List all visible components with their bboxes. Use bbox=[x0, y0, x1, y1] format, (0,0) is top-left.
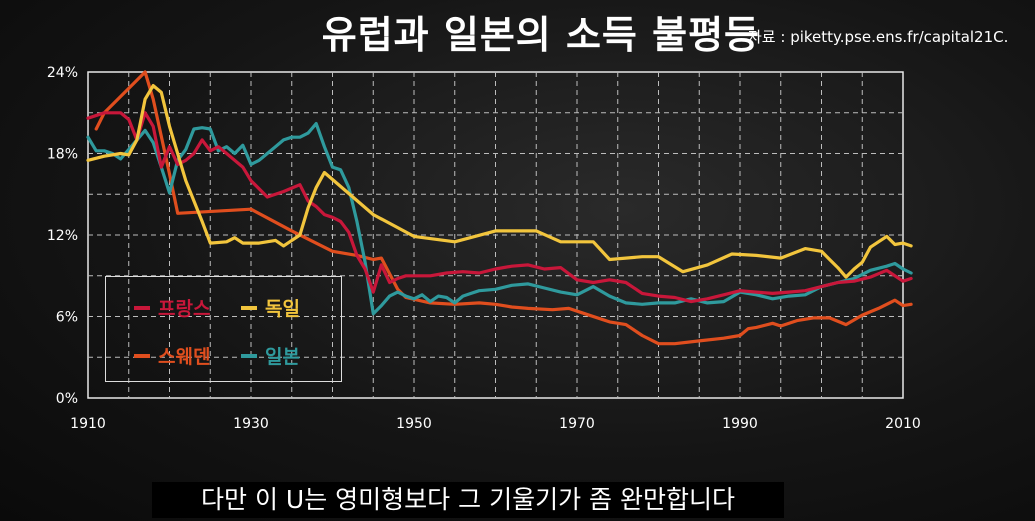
legend-item-germany: 독일 bbox=[241, 294, 300, 321]
legend-item-japan: 일본 bbox=[241, 342, 300, 369]
chart-title: 유럽과 일본의 소득 불평등 bbox=[321, 13, 760, 57]
y-tick-label: 24% bbox=[47, 65, 78, 81]
y-tick-label: 18% bbox=[47, 147, 78, 163]
source-note: 자료 : piketty.pse.ens.fr/capital21C. bbox=[748, 28, 1009, 46]
x-tick-label: 1930 bbox=[233, 416, 269, 432]
legend-item-france: 프랑스 bbox=[134, 294, 210, 321]
legend-swatch-germany bbox=[241, 305, 257, 310]
x-tick-label: 1910 bbox=[70, 416, 106, 432]
series-line-japan bbox=[86, 122, 913, 316]
series-line-france bbox=[86, 111, 913, 304]
y-tick-label: 0% bbox=[56, 391, 78, 407]
video-subtitle: 다만 이 U는 영미형보다 그 기울기가 좀 완만합니다 bbox=[152, 482, 784, 518]
y-tick-label: 12% bbox=[47, 228, 78, 244]
series-line-germany bbox=[86, 84, 913, 279]
legend-swatch-sweden bbox=[134, 353, 150, 358]
x-tick-label: 1970 bbox=[559, 416, 595, 432]
x-tick-label: 1950 bbox=[396, 416, 432, 432]
legend-swatch-japan bbox=[241, 353, 257, 358]
y-tick-label: 6% bbox=[56, 310, 78, 326]
legend-label-germany: 독일 bbox=[265, 298, 300, 320]
legend-label-sweden: 스웨덴 bbox=[158, 346, 211, 368]
x-tick-label: 1990 bbox=[722, 416, 758, 432]
x-tick-label: 2010 bbox=[885, 416, 921, 432]
legend-label-france: 프랑스 bbox=[158, 298, 211, 320]
chart-legend: 프랑스 독일 스웨덴 일본 bbox=[105, 276, 342, 382]
legend-item-sweden: 스웨덴 bbox=[134, 342, 210, 369]
legend-label-japan: 일본 bbox=[265, 346, 300, 368]
legend-swatch-france bbox=[134, 305, 150, 310]
